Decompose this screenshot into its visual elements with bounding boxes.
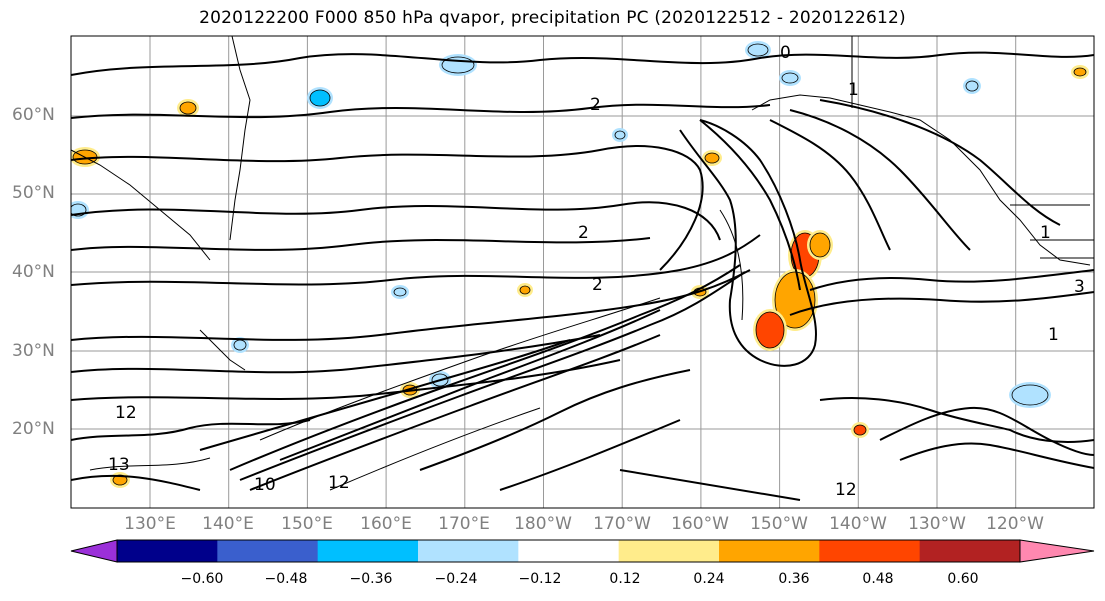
- contour-label: 0: [780, 43, 791, 63]
- colorbar-segment: [518, 540, 620, 562]
- colorbar-tick-label: 0.48: [862, 571, 894, 587]
- qvapor-contours-fine: [89, 209, 744, 491]
- lon-label: 130°E: [124, 514, 176, 534]
- colorbar-segment: [117, 540, 218, 562]
- contour-label: 10: [254, 475, 276, 495]
- colorbar-tick-label: −0.36: [349, 571, 393, 587]
- qvapor-contours: [71, 51, 1094, 501]
- lon-label: 140°E: [202, 514, 254, 534]
- colorbar-tick-label: −0.60: [180, 571, 224, 587]
- colorbar-frame: [116, 539, 1021, 563]
- contour-label: 1: [1048, 325, 1059, 345]
- graticule: [71, 36, 1094, 508]
- lon-label: 180°W: [514, 514, 572, 534]
- contour-label: 2: [592, 275, 603, 295]
- lon-label: 170°W: [593, 514, 651, 534]
- colorbar-segment: [418, 540, 519, 562]
- contour-label: 12: [115, 403, 137, 423]
- lat-label-60n: 60°N: [12, 105, 55, 125]
- contour-label: 12: [835, 480, 857, 500]
- coastlines: [71, 36, 1094, 371]
- lon-label: 170°E: [438, 514, 490, 534]
- precipitation-shading: [71, 41, 1089, 488]
- lon-label: 150°E: [281, 514, 333, 534]
- colorbar-tick-label: 0.12: [609, 571, 641, 587]
- colorbar-segment: [919, 540, 1021, 562]
- lon-label: 150°W: [750, 514, 808, 534]
- colorbar-tick-label: 0.60: [947, 571, 979, 587]
- colorbar: [70, 539, 1095, 563]
- colorbar-segment: [819, 540, 921, 562]
- lat-label-30n: 30°N: [12, 341, 55, 361]
- lon-label: 160°W: [671, 514, 729, 534]
- colorbar-segment: [317, 540, 419, 562]
- colorbar-tick-label: −0.24: [434, 571, 478, 587]
- contour-label: 2: [578, 223, 589, 243]
- colorbar-extend-low: [70, 539, 118, 563]
- colorbar-tick-label: 0.24: [693, 571, 725, 587]
- contour-label: 3: [1074, 277, 1085, 297]
- colorbar-segment: [618, 540, 720, 562]
- colorbar-tick-label: 0.36: [778, 571, 810, 587]
- chart-title: 2020122200 F000 850 hPa qvapor, precipit…: [199, 8, 906, 28]
- contour-label: 13: [108, 455, 130, 475]
- colorbar-segment: [217, 540, 319, 562]
- lon-label: 140°W: [829, 514, 887, 534]
- lat-label-20n: 20°N: [12, 419, 55, 439]
- contour-label: 1: [848, 80, 859, 100]
- contour-label: 12: [328, 473, 350, 493]
- contour-label: 1: [1040, 223, 1051, 243]
- colorbar-tick-label: −0.12: [518, 571, 562, 587]
- lon-label: 120°W: [986, 514, 1044, 534]
- colorbar-extend-high: [1019, 539, 1095, 563]
- lon-label: 160°E: [360, 514, 412, 534]
- lat-label-40n: 40°N: [12, 262, 55, 282]
- lon-label: 130°W: [908, 514, 966, 534]
- colorbar-tick-label: −0.48: [264, 571, 308, 587]
- lat-label-50n: 50°N: [12, 183, 55, 203]
- contour-label: 2: [590, 95, 601, 115]
- map-frame: [70, 35, 1095, 509]
- colorbar-segment: [719, 540, 820, 562]
